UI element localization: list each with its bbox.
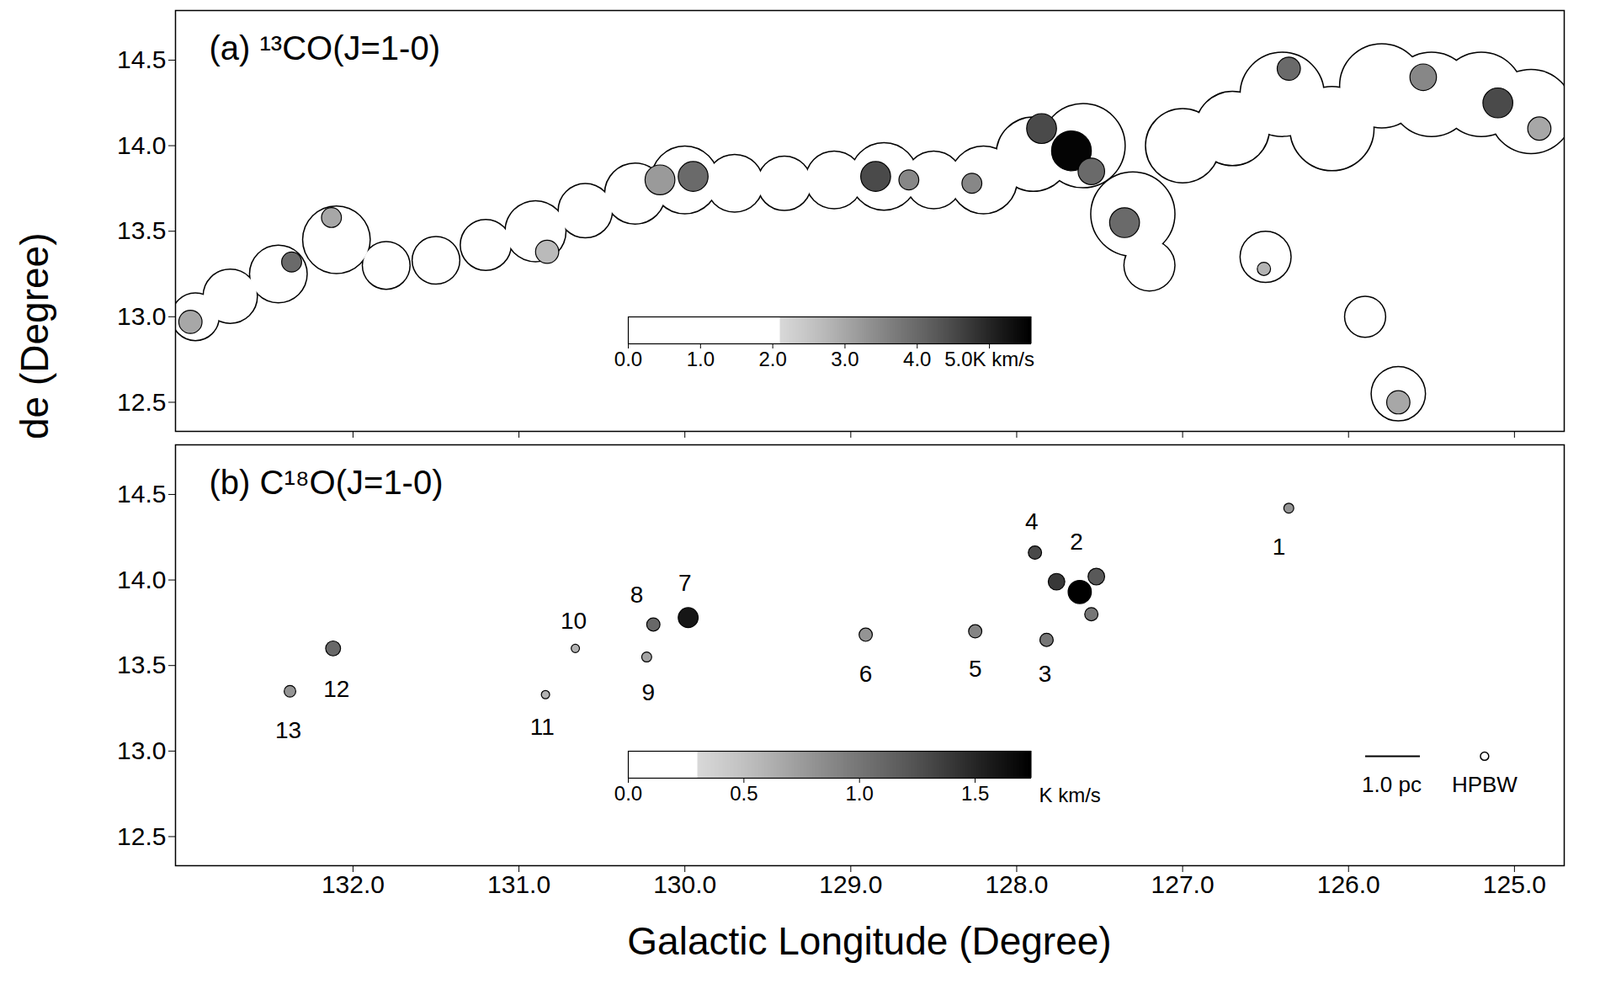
svg-text:13.0: 13.0 [116,302,166,330]
svg-text:HPBW: HPBW [1451,771,1518,798]
svg-text:10: 10 [560,607,587,634]
svg-text:14.5: 14.5 [116,45,166,74]
svg-text:126.0: 126.0 [1317,870,1381,899]
svg-text:13.5: 13.5 [116,650,166,679]
svg-text:13.0: 13.0 [116,736,166,765]
svg-text:8: 8 [630,581,644,608]
svg-text:6: 6 [859,660,873,687]
svg-text:130.0: 130.0 [653,870,717,899]
svg-text:128.0: 128.0 [984,870,1048,899]
svg-text:5.0K km/s: 5.0K km/s [944,347,1035,371]
svg-text:3.0: 3.0 [830,347,859,371]
svg-text:125.0: 125.0 [1483,870,1547,899]
svg-text:5: 5 [968,655,983,682]
svg-text:129.0: 129.0 [818,870,883,899]
svg-text:1.5: 1.5 [961,781,989,805]
svg-text:(a) ¹³CO(J=1-0): (a) ¹³CO(J=1-0) [209,29,441,67]
svg-text:13: 13 [275,717,302,744]
svg-text:0.0: 0.0 [614,781,643,805]
svg-text:3: 3 [1038,660,1053,687]
svg-text:9: 9 [642,679,656,706]
svg-text:2.0: 2.0 [758,347,787,371]
svg-text:131.0: 131.0 [487,870,551,899]
html-text:Galactic Longitude (Degree): Galactic Longitude (Degree) [627,919,1112,963]
svg-text:127.0: 127.0 [1151,870,1215,899]
svg-text:K km/s: K km/s [1039,783,1101,807]
svg-text:13.5: 13.5 [116,216,166,245]
svg-text:(b) C¹⁸O(J=1-0): (b) C¹⁸O(J=1-0) [209,463,444,501]
svg-text:4.0: 4.0 [903,347,931,371]
svg-text:7: 7 [678,569,692,596]
svg-text:11: 11 [530,713,555,740]
svg-text:1.0 pc: 1.0 pc [1361,771,1422,798]
svg-text:4: 4 [1025,508,1039,535]
svg-text:2: 2 [1069,528,1084,555]
svg-text:0.5: 0.5 [729,781,758,805]
svg-text:12.5: 12.5 [116,822,166,851]
svg-text:132.0: 132.0 [321,870,385,899]
html-text:Galactic Latitude (Degree): Galactic Latitude (Degree) [12,232,57,685]
svg-text:1.0: 1.0 [845,781,874,805]
svg-text:1.0: 1.0 [686,347,715,371]
svg-text:14.5: 14.5 [116,479,166,508]
svg-text:14.0: 14.0 [116,565,166,594]
svg-text:12: 12 [323,675,350,702]
svg-text:0.0: 0.0 [614,347,643,371]
svg-text:1: 1 [1272,533,1287,560]
svg-text:12.5: 12.5 [116,388,166,416]
svg-text:14.0: 14.0 [116,131,166,160]
